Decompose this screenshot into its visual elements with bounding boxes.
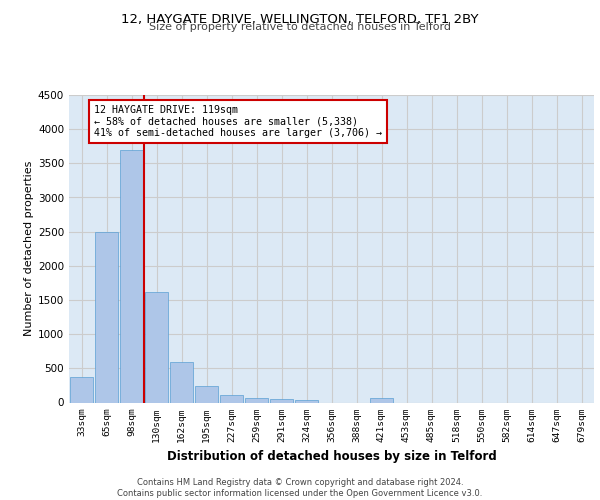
Bar [269, 400, 293, 402]
X-axis label: Distribution of detached houses by size in Telford: Distribution of detached houses by size … [167, 450, 496, 463]
Bar [70, 377, 94, 402]
Bar [119, 150, 143, 402]
Text: 12 HAYGATE DRIVE: 119sqm
← 58% of detached houses are smaller (5,338)
41% of sem: 12 HAYGATE DRIVE: 119sqm ← 58% of detach… [94, 105, 382, 138]
Bar [194, 386, 218, 402]
Bar [95, 232, 118, 402]
Bar [245, 398, 268, 402]
Bar [370, 398, 394, 402]
Bar [170, 362, 193, 403]
Text: Size of property relative to detached houses in Telford: Size of property relative to detached ho… [149, 22, 451, 32]
Bar [220, 396, 244, 402]
Text: 12, HAYGATE DRIVE, WELLINGTON, TELFORD, TF1 2BY: 12, HAYGATE DRIVE, WELLINGTON, TELFORD, … [121, 12, 479, 26]
Y-axis label: Number of detached properties: Number of detached properties [24, 161, 34, 336]
Bar [145, 292, 169, 403]
Bar [295, 400, 319, 402]
Text: Contains HM Land Registry data © Crown copyright and database right 2024.
Contai: Contains HM Land Registry data © Crown c… [118, 478, 482, 498]
